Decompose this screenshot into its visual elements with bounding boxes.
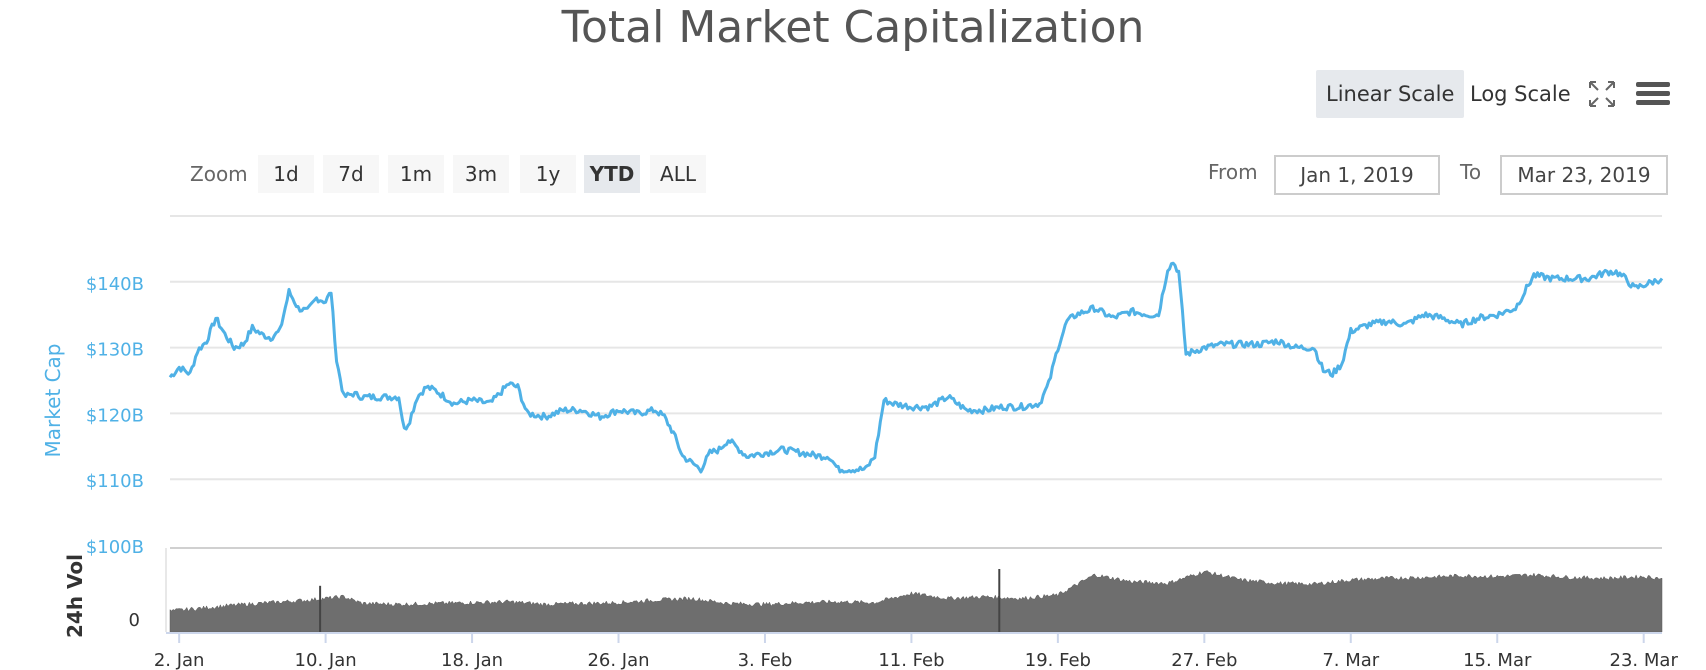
y-tick-label: $120B [86,405,144,426]
volume-y-tick-label: 0 [129,610,140,631]
x-tick-label: 26. Jan [587,650,649,670]
x-tick-label: 15. Mar [1463,650,1532,670]
y-axis-label: Market Cap [41,343,65,457]
y-tick-label: $140B [86,274,144,295]
from-label: From [1208,160,1258,184]
x-tick-label: 18. Jan [441,650,503,670]
from-date-input[interactable]: Jan 1, 2019 [1274,155,1440,195]
x-tick-label: 19. Feb [1025,650,1091,670]
market-cap-series-line [168,261,1664,474]
x-tick-label: 3. Feb [738,650,793,670]
linear-scale-button[interactable]: Linear Scale [1316,70,1465,118]
x-tick-label: 23. Mar [1610,650,1679,670]
to-date-input[interactable]: Mar 23, 2019 [1500,155,1668,195]
zoom-button-ytd[interactable]: YTD [584,155,640,193]
y-tick-label: $100B [86,537,144,558]
y-tick-label: $110B [86,471,144,492]
x-tick-label: 2. Jan [154,650,205,670]
zoom-button-1y[interactable]: 1y [520,155,576,193]
y-tick-label: $130B [86,340,144,361]
x-tick-label: 10. Jan [295,650,357,670]
zoom-label: Zoom [190,162,248,186]
zoom-button-all[interactable]: ALL [650,155,706,193]
x-tick-label: 27. Feb [1171,650,1237,670]
volume-axis-label: 24h Vol [63,554,87,638]
to-label: To [1460,160,1482,184]
zoom-button-3m[interactable]: 3m [453,155,509,193]
zoom-button-1d[interactable]: 1d [258,155,314,193]
hamburger-menu-icon[interactable] [1636,80,1670,108]
x-tick-label: 11. Feb [878,650,944,670]
zoom-button-7d[interactable]: 7d [323,155,379,193]
x-tick-label: 7. Mar [1322,650,1379,670]
log-scale-button[interactable]: Log Scale [1470,82,1571,106]
chart-title: Total Market Capitalization [561,2,1145,53]
volume-area [169,570,1663,633]
fullscreen-icon[interactable] [1588,80,1616,108]
zoom-button-1m[interactable]: 1m [388,155,444,193]
